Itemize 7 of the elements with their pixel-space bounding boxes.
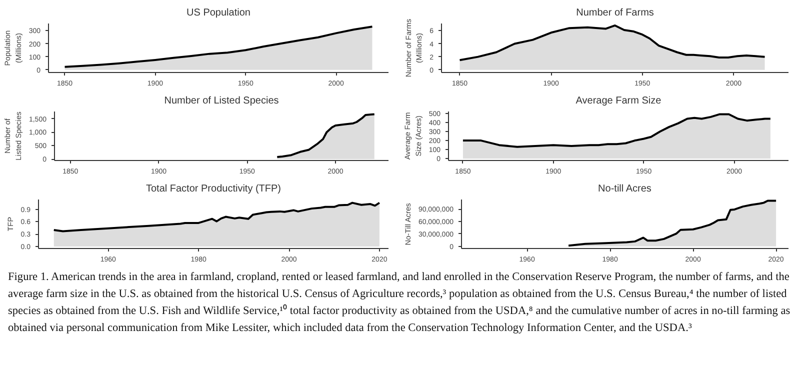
chart-title: Total Factor Productivity (TFP) xyxy=(146,184,282,194)
chart-title: Average Farm Size xyxy=(576,96,662,106)
chart-title: Number of Listed Species xyxy=(164,96,279,106)
chart-title: US Population xyxy=(186,8,250,18)
caption: Figure 1. American trends in the area in farmland, cropland, rented or leased farmland, and land enrolled in the Conservation Reserve Program, the number of farms, and the average farm size in the U.S. as obtained from the historical U.S. Census of Agriculture records,³ population as obtained from the U.S. Census Bureau,⁴ the number of listed species as obtained from the U.S. Fish and Wildlife Service,¹⁰ total factor productivity as obtained from the USDA,⁸ and the cumulative number of acres in no-till farming as obtained via personal communication from Mike Lessiter, which included data from the Conservation Technology Information Center, and the USDA.³ xyxy=(8,270,792,336)
chart-title: Number of Farms xyxy=(576,8,654,18)
chart-title: No-till Acres xyxy=(598,184,652,194)
